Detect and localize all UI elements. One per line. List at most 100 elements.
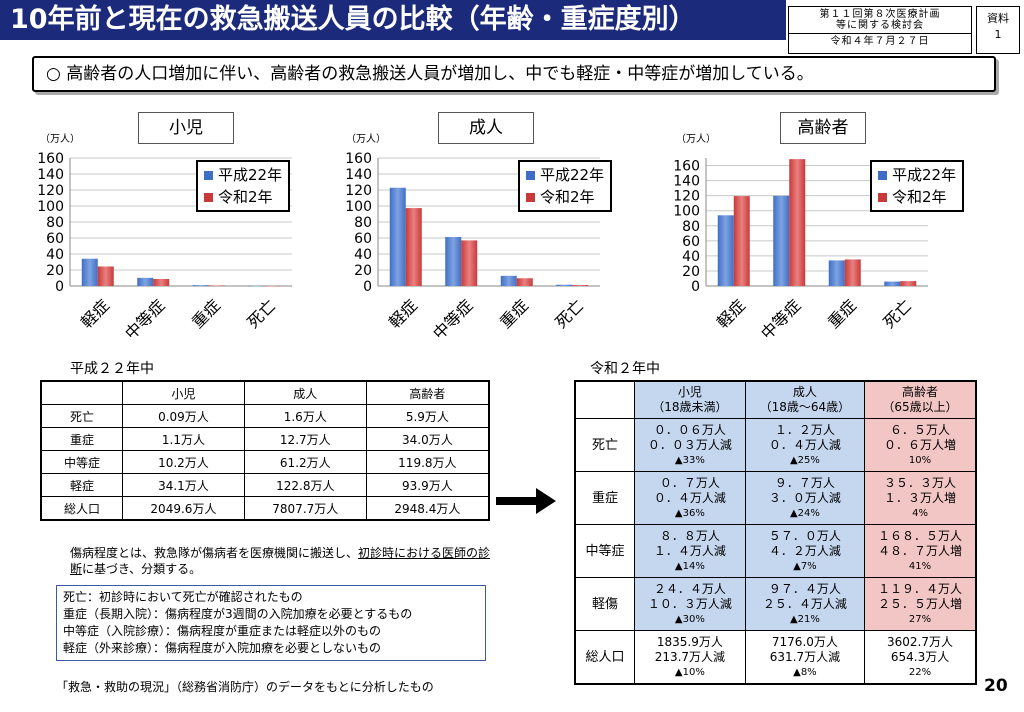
table-r2: 小児 （18歳未満） 成人 （18歳～64歳） 高齢者 （65歳以上） 死亡 ０．０６万人 ０．… — [574, 380, 977, 685]
table-row: 総人口 2049.6万人 7807.7万人 2948.4万人 — [40, 496, 490, 521]
cell-percent: ▲25% — [789, 454, 820, 466]
cell-percent: ▲30% — [674, 613, 705, 625]
definition-intro: 傷病程度とは、救急隊が傷病者を医療機関に搬送し、初診時における医師の診断に基づき… — [70, 545, 500, 577]
definition-intro-a: 傷病程度とは、救急隊が傷病者を医療機関に搬送し、 — [70, 546, 359, 560]
y-tick-label: 20 — [354, 263, 372, 279]
cell-value: ６．５万人 — [890, 422, 951, 437]
bar-r2 — [900, 281, 917, 286]
cell-percent: ▲8% — [793, 666, 817, 678]
y-tick-label: 0 — [363, 279, 372, 295]
cell-percent: 22% — [908, 666, 932, 678]
x-category-label: 軽症 — [713, 296, 749, 332]
bar-h22 — [137, 277, 154, 286]
table-h22-cell: 34.1万人 — [122, 473, 245, 497]
table-r2-header-line2: （18歳～64歳） — [759, 400, 851, 414]
legend-entry: 令和2年 — [204, 186, 282, 208]
y-tick-label: 100 — [345, 199, 372, 215]
meeting-info-box: 第１１回第８次医療計画 等に関する検討会 令和４年７月２７日 — [788, 6, 972, 54]
y-tick-label: 160 — [345, 151, 372, 167]
x-category-label: 死亡 — [879, 296, 915, 332]
title-bar — [0, 0, 786, 40]
cell-change: ４８．７万人増 — [878, 543, 963, 558]
table-h22-cell: 93.9万人 — [365, 473, 490, 497]
y-tick-label: 160 — [673, 159, 700, 175]
y-tick-label: 80 — [46, 215, 64, 231]
table-r2-row-label: 総人口 — [574, 630, 635, 685]
legend-swatch — [526, 192, 535, 202]
table-row: 重症 1.1万人 12.7万人 34.0万人 — [40, 427, 490, 451]
x-category-label: 中等症 — [757, 296, 804, 343]
table-h22-header: 小児 — [122, 380, 245, 405]
x-category-label: 中等症 — [429, 296, 476, 343]
y-tick-label: 0 — [55, 279, 64, 295]
cell-change: ２５．５万人増 — [878, 596, 963, 611]
cell-value: 7176.0万人 — [771, 634, 838, 649]
bar-r2 — [208, 285, 225, 286]
bar-h22 — [81, 258, 98, 286]
cell-change: ２５．４万人減 — [762, 596, 847, 611]
bar-r2 — [789, 159, 806, 286]
y-tick-label: 140 — [673, 174, 700, 190]
y-tick-label: 60 — [682, 234, 700, 250]
cell-value: ０．７万人 — [659, 475, 720, 490]
legend-label: 令和2年 — [218, 188, 273, 206]
table-row: 死亡 ０．０６万人 ０．０３万人減 ▲33% １．２万人 ０．４万人減 ▲25% ６．５万人 ０… — [574, 418, 977, 472]
definition-line: 中等症（入院診療）：傷病程度が重症または軽症以外のもの — [63, 624, 382, 638]
bar-h22 — [773, 195, 790, 286]
cell-value: ９．７万人 — [774, 475, 835, 490]
table-h22-label: 平成２２年中 — [70, 361, 154, 377]
bar-r2 — [516, 278, 533, 286]
table-h22-cell: 0.09万人 — [122, 404, 245, 428]
table-h22-cell: 61.2万人 — [243, 450, 367, 474]
table-h22-row-label: 死亡 — [40, 404, 123, 428]
cell-percent: 10% — [908, 454, 932, 466]
x-category-label: 重症 — [824, 296, 860, 332]
cell-percent: ▲24% — [789, 507, 820, 519]
table-h22-header: 高齢者 — [365, 380, 490, 405]
doc-label: 資料 — [987, 12, 1009, 25]
y-tick-label: 20 — [682, 264, 700, 280]
cell-percent: ▲14% — [674, 560, 705, 572]
table-r2-cell: 1835.9万人 213.7万人減 ▲10% — [634, 630, 746, 685]
legend-swatch — [204, 192, 213, 202]
bar-h22 — [445, 237, 462, 286]
legend-label: 平成22年 — [892, 166, 957, 184]
document-label-box: 資料 1 — [976, 6, 1020, 54]
bar-r2 — [844, 259, 861, 286]
table-r2-cell: ０．７万人 ０．４万人減 ▲36% — [634, 471, 746, 525]
bar-h22 — [500, 275, 517, 286]
legend-swatch — [526, 170, 535, 180]
bar-r2 — [405, 208, 422, 286]
cell-percent: ▲7% — [793, 560, 817, 572]
chart-legend: 平成22年令和2年 — [870, 160, 965, 212]
cell-value: ９７．４万人 — [768, 581, 841, 596]
x-category-label: 重症 — [496, 296, 532, 332]
table-r2-label: 令和２年中 — [590, 361, 660, 377]
cell-change: ０．４万人減 — [768, 437, 841, 452]
definition-box: 死亡：初診時において死亡が確認されたもの 重症（長期入院）：傷病程度が3週間の入… — [56, 585, 486, 661]
table-r2-cell: １６８．５万人 ４８．７万人増 41% — [864, 524, 977, 578]
table-r2-header-line1: 小児 — [677, 385, 702, 399]
legend-entry: 平成22年 — [526, 164, 604, 186]
definition-intro-underlined: 初診時における医師の診断 — [70, 546, 491, 576]
cell-percent: 27% — [908, 613, 932, 625]
chart-y-unit: （万人） — [676, 134, 716, 145]
y-tick-label: 120 — [345, 183, 372, 199]
table-r2-corner — [574, 380, 635, 419]
table-h22-row-label: 重症 — [40, 427, 123, 451]
legend-entry: 令和2年 — [878, 186, 956, 208]
legend-label: 平成22年 — [218, 166, 283, 184]
bar-r2 — [572, 285, 589, 286]
table-r2-row-label: 死亡 — [574, 418, 635, 472]
table-h22-cell: 1.1万人 — [122, 427, 245, 451]
table-r2-header: 成人 （18歳～64歳） — [744, 380, 866, 419]
y-tick-label: 40 — [354, 247, 372, 263]
chart-title: 小児 — [138, 112, 234, 144]
table-r2-header-line2: （18歳未満） — [652, 400, 728, 414]
legend-swatch — [878, 192, 887, 202]
y-tick-label: 160 — [37, 151, 64, 167]
table-row: 死亡 0.09万人 1.6万人 5.9万人 — [40, 404, 490, 428]
bar-r2 — [264, 285, 281, 287]
bar-h22 — [828, 260, 845, 286]
